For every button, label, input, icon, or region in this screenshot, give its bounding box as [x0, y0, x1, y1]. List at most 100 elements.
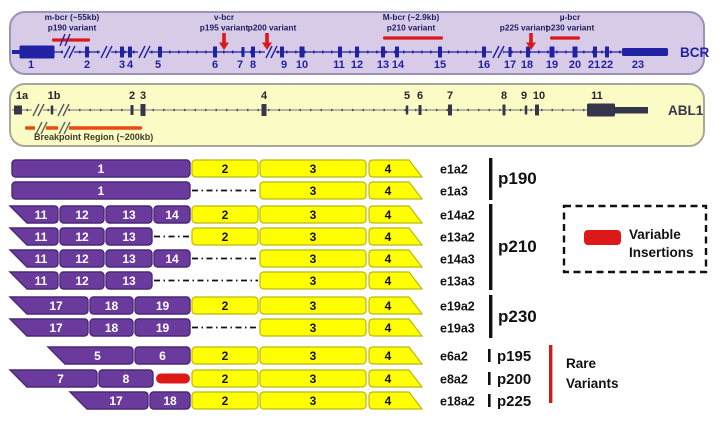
bcr-exon-number: 3	[119, 59, 125, 71]
bcr-exon-box-label: 1	[98, 184, 105, 198]
abl1-exon-box-label: 4	[385, 184, 392, 198]
abl1-exon-box-label: 4	[385, 252, 392, 266]
rare-variants-title-line2: Variants	[566, 376, 619, 391]
bcr-exon-box-label: 18	[105, 299, 119, 313]
breakpoint-region-bar	[550, 36, 580, 40]
break-mark-slash	[105, 45, 113, 59]
break-mark-gap	[58, 121, 69, 135]
break-mark-slash	[35, 121, 43, 135]
abl1-exon-box-continued	[368, 296, 424, 315]
abl1-exon-box	[259, 249, 367, 268]
bcr-exon-box-label: 5	[94, 349, 101, 363]
bcr-exon-box	[98, 369, 154, 388]
abl1-gene-label: ABL1	[668, 103, 704, 118]
abl1-exon-box	[259, 205, 367, 224]
abl1-exon-box-label: 2	[222, 349, 229, 363]
bcr-exon-3	[120, 46, 124, 58]
variable-insertion-box	[156, 373, 190, 384]
bcr-exon-box-continued	[8, 205, 59, 224]
bcr-exon-number: 23	[632, 59, 644, 71]
bcr-exon-number: 9	[281, 59, 287, 71]
bcr-exon-20	[572, 46, 578, 58]
bcr-exon-box-continued	[8, 369, 98, 388]
bcr-exon-1	[19, 45, 55, 59]
transcript-name-label: e19a3	[440, 322, 475, 336]
abl1-exon-number: 10	[533, 90, 545, 102]
bcr-exon-number: 1	[28, 59, 34, 71]
abl1-exon-number: 1a	[16, 90, 29, 102]
bcr-exon-number: 14	[392, 59, 405, 71]
break-mark-slash	[64, 33, 71, 47]
abl1-exon-11-tail	[615, 107, 648, 114]
bcr-exon-19	[549, 46, 555, 58]
abl1-exon-box	[259, 318, 367, 337]
bcr-exon-6	[213, 46, 217, 58]
bcr-exon-box-continued	[68, 391, 149, 410]
bcr-exon-5	[158, 46, 162, 58]
protein-group-label: p210	[498, 237, 537, 256]
abl1-panel	[9, 83, 705, 147]
bcr-gene-label: BCR	[680, 45, 709, 60]
bcr-exon-box	[105, 271, 153, 290]
abl1-exon-box	[191, 296, 259, 315]
transcript-row-e6a2: 5 6 2 3 4 e6a2	[46, 346, 468, 365]
abl1-exon-box-label: 3	[310, 230, 317, 244]
bcr-exon-21	[593, 46, 597, 58]
bcr-exon-number: 13	[377, 59, 389, 71]
abl1-exon-number: 8	[501, 90, 507, 102]
bcr-exon-17	[508, 47, 512, 57]
rare-protein-label: p225	[497, 393, 531, 410]
annotation-text-line1: m-bcr (~55kb)	[45, 12, 100, 22]
abl1-exon-5	[405, 105, 409, 115]
abl1-exon-box-label: 4	[385, 208, 392, 222]
abl1-exon-7	[448, 104, 452, 116]
break-mark-slash	[57, 103, 65, 117]
abl1-exon-number: 2	[129, 90, 135, 102]
abl1-exon-box	[191, 227, 259, 246]
bcr-exon-box-label: 12	[75, 208, 89, 222]
bcr-exon-7	[241, 47, 245, 57]
abl1-exon-box-label: 3	[310, 372, 317, 386]
bcr-exon-box-label: 12	[75, 230, 89, 244]
bcr-breakpoint-annotation: m-bcr (~55kb)p190 variant	[45, 12, 100, 47]
legend-label-line2: Insertions	[629, 245, 694, 260]
abl1-exon-box-label: 2	[222, 230, 229, 244]
abl1-exon-number: 7	[447, 90, 453, 102]
abl1-exon-box-label: 4	[385, 274, 392, 288]
abl1-exon-1b	[50, 105, 54, 115]
bcr-exon-box	[89, 296, 134, 315]
annotation-text-line1: v-bcr	[214, 12, 235, 22]
abl1-exon-box-continued	[368, 391, 424, 410]
bcr-exon-15	[438, 46, 442, 58]
bcr-exon-box-label: 18	[163, 394, 177, 408]
abl1-exon-10	[535, 104, 539, 116]
abl1-exon-box-label: 4	[385, 299, 392, 313]
abl1-exon-box-continued	[368, 318, 424, 337]
transcript-row-e13a2: 11 12 13 2 3 4 e13a2	[8, 227, 475, 246]
protein-group-label: p230	[498, 307, 537, 326]
bcr-exon-box-label: 8	[123, 372, 130, 386]
abl1-exon-box-label: 3	[310, 274, 317, 288]
transcript-row-e8a2: 7 8 2 3 4 e8a2	[8, 369, 468, 388]
abl1-exon-8	[502, 104, 506, 116]
bcr-exon-number: 10	[296, 59, 308, 71]
bcr-exon-box-label: 13	[122, 230, 136, 244]
break-mark-slash	[59, 33, 66, 47]
break-mark-slash	[63, 45, 71, 59]
bcr-exon-box-label: 17	[49, 321, 63, 335]
abl1-exon-box	[191, 369, 259, 388]
transcript-row-e19a3: 17 18 19 3 4 e19a3	[8, 318, 475, 337]
transcript-row-e14a2: 11 12 13 14 2 3 4 e14a2	[8, 205, 475, 224]
bcr-exon-number: 16	[478, 59, 490, 71]
abl1-exon-box	[259, 159, 367, 178]
bcr-exon-box	[59, 227, 105, 246]
break-mark-slash	[265, 45, 273, 59]
breakpoint-arrow-icon	[262, 42, 272, 50]
break-mark-slash	[63, 121, 71, 135]
abl1-exon-box-label: 4	[385, 349, 392, 363]
abl1-exon-number: 11	[591, 90, 603, 102]
bcr-exon-box-label: 14	[165, 252, 179, 266]
breakpoint-region-bar	[52, 38, 90, 42]
